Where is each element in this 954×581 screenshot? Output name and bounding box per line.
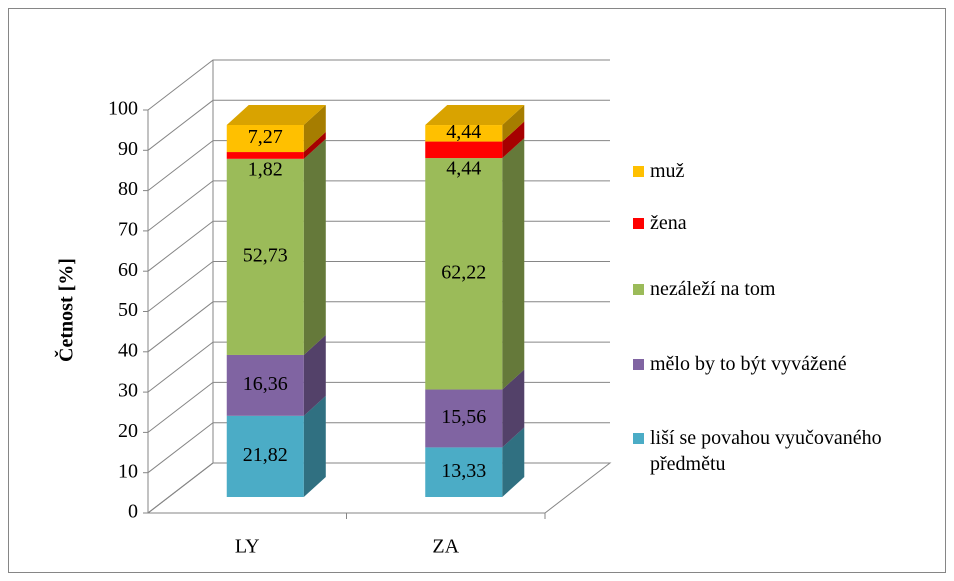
bar-top [226, 105, 326, 125]
data-label: 62,22 [441, 261, 486, 283]
y-tick-label: 100 [108, 98, 138, 120]
bar-side-shade [303, 132, 326, 159]
grid-line [147, 99, 610, 151]
data-label: 7,27 [248, 126, 283, 148]
legend-swatch [633, 433, 644, 444]
y-tick-label: 50 [118, 299, 138, 321]
bar-side [303, 132, 326, 159]
legend-entry: muž [633, 158, 943, 184]
bar-side-shade [502, 369, 525, 448]
data-label: 16,36 [243, 373, 288, 395]
bar-side [502, 427, 525, 497]
data-label: 15,56 [441, 406, 486, 428]
bar-side-shade [303, 334, 326, 416]
y-tick-label: 0 [128, 501, 138, 523]
bar-side-shade [502, 121, 525, 159]
bar-top-shade [226, 105, 326, 125]
bar-side-shade [303, 395, 326, 497]
bar-segment [425, 158, 503, 390]
bar-side [303, 334, 326, 416]
y-tick-label: 80 [118, 178, 138, 200]
bar-segment [226, 158, 304, 355]
grid-line [147, 59, 610, 111]
bar-segment [226, 415, 304, 497]
legend-entry: liší se povahou vyučovaného předmětu [633, 425, 943, 477]
bar-segment [425, 141, 503, 159]
bar-segment [425, 389, 503, 448]
legend-label: mělo by to být vyvážené [650, 353, 847, 375]
legend-entry: žena [633, 210, 943, 236]
y-axis-title: Četnost [%] [54, 258, 78, 362]
bar-side [303, 105, 326, 153]
y-tick-label: 90 [118, 138, 138, 160]
data-label: 4,44 [446, 121, 481, 143]
bar-segment [226, 152, 304, 159]
bar-side [502, 121, 525, 159]
x-tick-label: LY [235, 536, 260, 558]
legend-label: liší se povahou vyučovaného předmětu [650, 427, 882, 475]
data-label: 1,82 [248, 158, 283, 180]
bar-side [502, 369, 525, 448]
legend-swatch [633, 166, 644, 177]
data-label: 21,82 [243, 444, 288, 466]
bar-side-shade [303, 138, 326, 355]
x-tick-label: ZA [432, 536, 459, 558]
y-tick-label: 40 [118, 339, 138, 361]
legend-swatch [633, 359, 644, 370]
legend-swatch [633, 218, 644, 229]
y-tick-label: 20 [118, 420, 138, 442]
data-label: 13,33 [441, 460, 486, 482]
legend-label: nezáleží na tom [650, 278, 776, 300]
legend-swatch [633, 284, 644, 295]
legend-label: žena [650, 212, 687, 234]
bar-segment [425, 447, 503, 497]
y-tick-label: 10 [118, 460, 138, 482]
bar-side [502, 138, 525, 390]
bar-top [425, 105, 525, 126]
bar-top-shade [425, 105, 525, 126]
y-tick-label: 60 [118, 259, 138, 281]
bar-segment [425, 125, 503, 142]
bar-segment [226, 354, 304, 416]
legend-entry: nezáleží na tom [633, 276, 943, 302]
y-tick-label: 70 [118, 218, 138, 240]
data-label: 4,44 [446, 158, 481, 180]
legend-label: muž [650, 160, 685, 182]
bar-side-shade [502, 105, 525, 142]
y-tick-label: 30 [118, 380, 138, 402]
bar-side-shade [502, 427, 525, 497]
legend-entry: mělo by to být vyvážené [633, 351, 943, 377]
bar-side [502, 105, 525, 142]
data-label: 52,73 [243, 244, 288, 266]
bar-side [303, 395, 326, 497]
bar-segment [226, 125, 304, 153]
bar-side-shade [303, 105, 326, 153]
bar-side [303, 138, 326, 355]
bar-side-shade [502, 138, 525, 390]
